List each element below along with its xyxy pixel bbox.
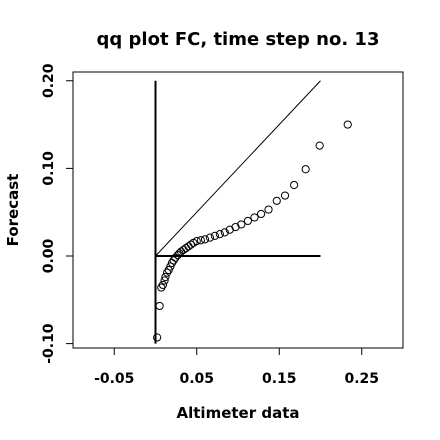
- data-point: [257, 209, 266, 219]
- reference-line-identity: [155, 80, 321, 257]
- data-point: [215, 229, 224, 239]
- data-point: [343, 120, 352, 129]
- x-axis-label: Altimeter data: [177, 404, 300, 422]
- y-tick-label: 0.00: [41, 238, 57, 273]
- chart-title: qq plot FC, time step no. 13: [97, 29, 380, 50]
- data-point: [205, 233, 215, 242]
- data-point: [153, 333, 162, 342]
- x-tick-label: 0.05: [179, 371, 214, 387]
- data-point: [160, 276, 169, 285]
- data-point: [184, 242, 193, 251]
- data-point: [181, 244, 191, 253]
- y-axis-label: Forecast: [4, 174, 22, 247]
- data-point: [243, 216, 252, 226]
- data-point: [161, 272, 170, 282]
- data-point: [155, 301, 164, 311]
- data-point: [250, 213, 259, 222]
- y-axis: -0.10 0.00 0.10 0.20: [41, 63, 74, 364]
- y-tick-label: -0.10: [41, 323, 57, 364]
- data-point: [272, 196, 281, 205]
- data-point: [196, 236, 205, 245]
- y-tick-label: 0.20: [41, 63, 57, 98]
- data-points: [153, 120, 352, 342]
- data-point: [158, 280, 168, 290]
- data-point: [171, 253, 180, 262]
- y-tick-label: 0.10: [41, 151, 57, 186]
- plot-frame: [72, 71, 404, 349]
- x-tick-label: 0.25: [344, 371, 379, 387]
- data-point: [264, 205, 273, 214]
- data-point: [237, 220, 246, 229]
- data-point: [315, 141, 324, 150]
- data-point: [186, 240, 196, 249]
- data-point: [290, 180, 299, 190]
- data-point: [200, 235, 210, 244]
- x-tick-label: 0.15: [262, 371, 297, 387]
- reference-lines: [154, 80, 321, 344]
- x-axis: -0.05 0.05 0.15 0.25: [94, 347, 379, 387]
- data-point: [210, 231, 219, 240]
- data-point: [220, 228, 229, 237]
- data-point: [280, 191, 290, 200]
- data-point: [301, 165, 310, 174]
- data-point: [192, 237, 201, 246]
- x-tick-label: -0.05: [94, 371, 134, 387]
